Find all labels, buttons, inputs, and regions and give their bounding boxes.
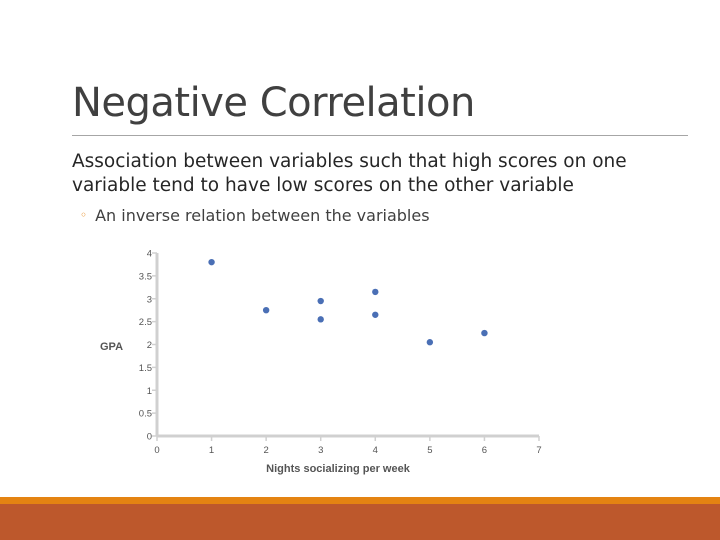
data-point <box>372 311 379 318</box>
sub-bullet: ◦ An inverse relation between the variabl… <box>80 206 430 225</box>
y-tick-label: 2.5 <box>139 317 152 328</box>
y-tick-label: 0 <box>147 432 152 443</box>
title-divider <box>72 135 688 136</box>
data-point <box>481 329 488 337</box>
y-tick-label: 1.5 <box>139 363 152 374</box>
y-tick-label: 2 <box>147 340 152 351</box>
body-text: Association between variables such that … <box>72 151 627 196</box>
y-tick-label: 3 <box>147 294 152 305</box>
x-tick-label: 2 <box>263 445 268 456</box>
data-point <box>208 258 215 266</box>
y-tick-label: 0.5 <box>139 409 152 420</box>
chart-points <box>208 258 488 346</box>
y-tick-label: 1 <box>147 386 152 397</box>
y-tick-label: 4 <box>147 249 152 260</box>
sub-bullet-text: An inverse relation between the variable… <box>95 206 430 225</box>
y-axis-label: GPA <box>100 341 123 353</box>
y-tick-label: 3.5 <box>139 271 152 282</box>
chart-axes <box>152 252 540 441</box>
x-tick-label: 5 <box>427 445 432 456</box>
x-tick-label: 3 <box>318 445 323 456</box>
bullet-marker-icon: ◦ <box>80 208 88 222</box>
data-point <box>426 339 434 346</box>
data-point <box>262 306 270 314</box>
x-tick-label: 1 <box>209 445 214 456</box>
x-tick-label: 0 <box>154 445 159 456</box>
slide-title: Negative Correlation <box>72 80 475 126</box>
scatter-chart: 0 1 2 3 4 5 6 7 0 0.5 1 1.5 2 2.5 3 3.5 4 GPA Nights soc… <box>100 249 542 476</box>
footer-bar <box>0 504 720 540</box>
x-tick-label: 7 <box>536 445 541 456</box>
footer-accent-stripe <box>0 497 720 504</box>
x-tick-label: 4 <box>373 445 378 456</box>
data-point <box>372 288 379 296</box>
data-point <box>317 316 324 323</box>
chart-tick-labels: 0 1 2 3 4 5 6 7 0 0.5 1 1.5 2 2.5 3 3.5 4 <box>139 249 542 457</box>
x-axis-label: Nights socializing per week <box>266 463 411 475</box>
x-tick-label: 6 <box>482 445 487 456</box>
data-point <box>317 297 324 305</box>
